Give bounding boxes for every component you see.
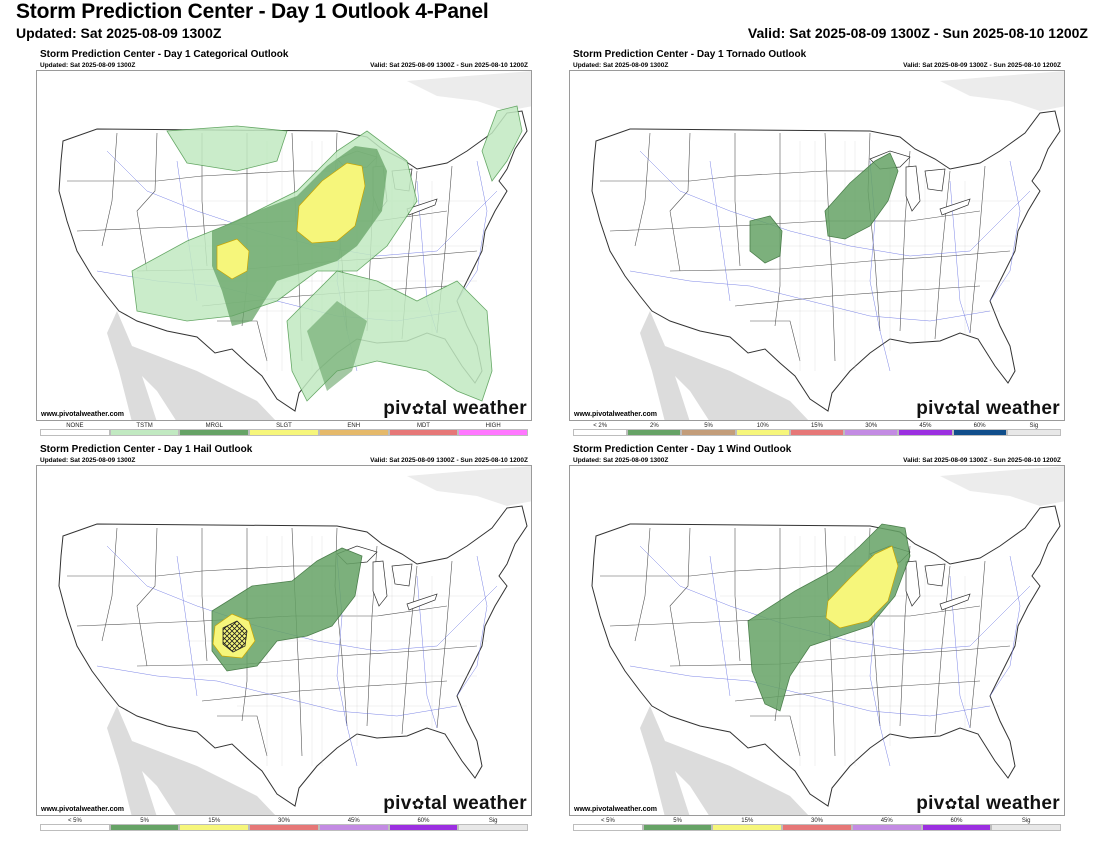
wind-15pct-area xyxy=(825,545,899,629)
legend-item: Sig xyxy=(991,818,1062,831)
page-updated-time: Updated: Sat 2025-08-09 1300Z xyxy=(16,25,222,41)
legend-item: 15% xyxy=(789,423,845,436)
tornado-map[interactable]: www.pivotalweather.com piv✿tal weather xyxy=(569,70,1065,421)
panel-updated: Updated: Sat 2025-08-09 1300Z xyxy=(40,457,136,464)
legend-item: MRGL xyxy=(179,423,250,436)
hail-map[interactable]: www.pivotalweather.com piv✿tal weather xyxy=(36,465,532,816)
brand-logo: piv✿tal weather xyxy=(916,398,1060,419)
brand-logo: piv✿tal weather xyxy=(916,793,1060,814)
legend-item: 45% xyxy=(898,423,953,436)
credit-text[interactable]: www.pivotalweather.com xyxy=(41,806,124,813)
legend-item: 30% xyxy=(844,423,899,436)
panel-valid: Valid: Sat 2025-08-09 1300Z - Sun 2025-0… xyxy=(370,457,528,464)
slgt-area xyxy=(216,162,366,280)
gear-icon: ✿ xyxy=(944,796,958,813)
panel-tornado-outlook: Storm Prediction Center - Day 1 Tornado … xyxy=(569,49,1065,437)
legend-wind: < 5% 5% 15% 30% 45% 60% Sig xyxy=(573,818,1062,831)
legend-item: 5% xyxy=(681,423,736,436)
legend-tornado: < 2% 2% 5% 10% 15% 30% 45% 60% Sig xyxy=(573,423,1061,436)
brand-logo: piv✿tal weather xyxy=(383,793,527,814)
legend-item: 60% xyxy=(388,818,459,831)
panel-updated: Updated: Sat 2025-08-09 1300Z xyxy=(40,62,136,69)
panel-valid: Valid: Sat 2025-08-09 1300Z - Sun 2025-0… xyxy=(903,62,1061,69)
panel-title: Storm Prediction Center - Day 1 Tornado … xyxy=(573,49,807,60)
panel-title: Storm Prediction Center - Day 1 Wind Out… xyxy=(573,444,792,455)
categorical-map[interactable]: www.pivotalweather.com piv✿tal weather xyxy=(36,70,532,421)
legend-item: 5% xyxy=(642,818,713,831)
legend-item: 2% xyxy=(627,423,682,436)
legend-categorical: NONE TSTM MRGL SLGT ENH MDT HIGH xyxy=(40,423,529,436)
legend-item: Sig xyxy=(1006,423,1061,436)
credit-text[interactable]: www.pivotalweather.com xyxy=(574,411,657,418)
legend-item: TSTM xyxy=(109,423,180,436)
panel-title: Storm Prediction Center - Day 1 Categori… xyxy=(40,49,289,60)
panel-updated: Updated: Sat 2025-08-09 1300Z xyxy=(573,62,669,69)
legend-item: 5% xyxy=(109,818,180,831)
hail-sig-area xyxy=(222,620,248,653)
panel-title: Storm Prediction Center - Day 1 Hail Out… xyxy=(40,444,253,455)
legend-item: 10% xyxy=(735,423,790,436)
panel-updated: Updated: Sat 2025-08-09 1300Z xyxy=(573,457,669,464)
panel-hail-outlook: Storm Prediction Center - Day 1 Hail Out… xyxy=(36,444,532,832)
legend-item: < 2% xyxy=(573,423,628,436)
credit-text[interactable]: www.pivotalweather.com xyxy=(574,806,657,813)
gear-icon: ✿ xyxy=(411,796,425,813)
panel-categorical-outlook: Storm Prediction Center - Day 1 Categori… xyxy=(36,49,532,437)
legend-item: ENH xyxy=(318,423,389,436)
wind-map[interactable]: www.pivotalweather.com piv✿tal weather xyxy=(569,465,1065,816)
legend-item: 30% xyxy=(249,818,319,831)
legend-item: 30% xyxy=(782,818,852,831)
credit-text[interactable]: www.pivotalweather.com xyxy=(41,411,124,418)
legend-item: 60% xyxy=(952,423,1007,436)
legend-item: Sig xyxy=(458,818,529,831)
legend-item: 15% xyxy=(712,818,783,831)
legend-item: MDT xyxy=(388,423,459,436)
page-title: Storm Prediction Center - Day 1 Outlook … xyxy=(16,0,489,23)
panel-wind-outlook: Storm Prediction Center - Day 1 Wind Out… xyxy=(569,444,1065,832)
panel-valid: Valid: Sat 2025-08-09 1300Z - Sun 2025-0… xyxy=(370,62,528,69)
brand-logo: piv✿tal weather xyxy=(383,398,527,419)
legend-item: < 5% xyxy=(40,818,110,831)
legend-item: 45% xyxy=(318,818,389,831)
gear-icon: ✿ xyxy=(944,401,958,418)
legend-item: NONE xyxy=(40,423,110,436)
legend-item: 45% xyxy=(851,818,922,831)
legend-item: SLGT xyxy=(249,423,319,436)
legend-item: HIGH xyxy=(458,423,529,436)
page-valid-range: Valid: Sat 2025-08-09 1300Z - Sun 2025-0… xyxy=(747,25,1088,41)
panel-valid: Valid: Sat 2025-08-09 1300Z - Sun 2025-0… xyxy=(903,457,1061,464)
legend-item: 15% xyxy=(179,818,250,831)
legend-hail: < 5% 5% 15% 30% 45% 60% Sig xyxy=(40,818,529,831)
gear-icon: ✿ xyxy=(411,401,425,418)
tornado-2pct-area xyxy=(749,152,899,264)
legend-item: 60% xyxy=(921,818,992,831)
legend-item: < 5% xyxy=(573,818,643,831)
